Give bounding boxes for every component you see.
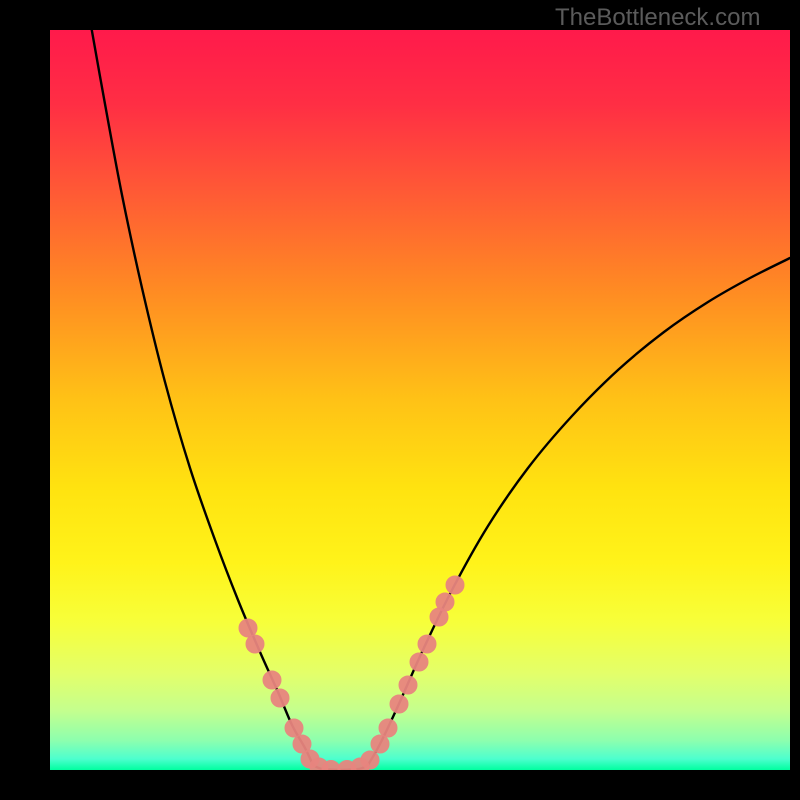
marker-dot [436, 593, 454, 611]
marker-dot [271, 689, 289, 707]
marker-dot [418, 635, 436, 653]
marker-dot [246, 635, 264, 653]
marker-dot [371, 735, 389, 753]
watermark-text: TheBottleneck.com [555, 4, 760, 32]
marker-dot [361, 751, 379, 769]
plot-area [50, 30, 790, 770]
marker-dot [379, 719, 397, 737]
marker-dot [410, 653, 428, 671]
marker-dot [399, 676, 417, 694]
marker-dot [263, 671, 281, 689]
marker-dot [239, 619, 257, 637]
marker-dot [285, 719, 303, 737]
stage: TheBottleneck.com [0, 0, 800, 800]
chart-svg [50, 30, 790, 770]
marker-dot [390, 695, 408, 713]
marker-dot [446, 576, 464, 594]
